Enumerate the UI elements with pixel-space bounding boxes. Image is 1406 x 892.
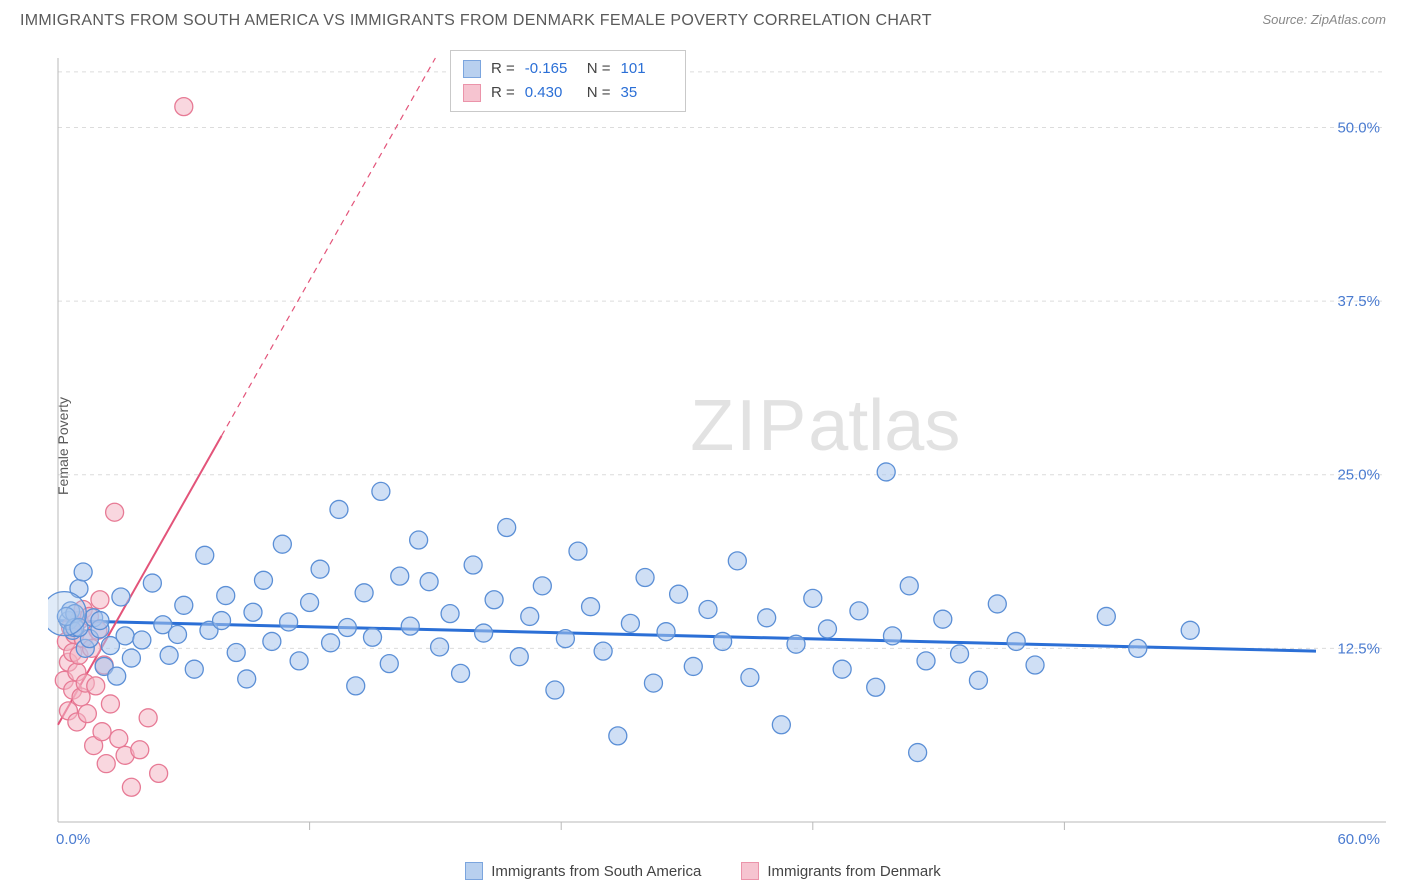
scatter-chart: 12.5% 25.0% 37.5% 50.0% 0.0% 60.0% ZIPatlas — [48, 48, 1386, 852]
svg-text:37.5%: 37.5% — [1337, 293, 1380, 310]
stats-row-series-a: R = -0.165 N = 101 — [463, 57, 673, 81]
stats-row-series-b: R = 0.430 N = 35 — [463, 81, 673, 105]
legend-swatch-a — [465, 862, 483, 880]
svg-text:ZIPatlas: ZIPatlas — [690, 386, 960, 466]
r-label: R = — [491, 81, 515, 105]
r-value-b: 0.430 — [525, 81, 577, 105]
r-value-a: -0.165 — [525, 57, 577, 81]
svg-text:25.0%: 25.0% — [1337, 467, 1380, 484]
legend-label-a: Immigrants from South America — [491, 863, 701, 880]
svg-text:12.5%: 12.5% — [1337, 640, 1380, 657]
swatch-series-b — [463, 84, 481, 102]
svg-text:50.0%: 50.0% — [1337, 119, 1380, 136]
chart-header: IMMIGRANTS FROM SOUTH AMERICA VS IMMIGRA… — [0, 0, 1406, 34]
n-value-b: 35 — [621, 81, 673, 105]
legend-item-b: Immigrants from Denmark — [741, 862, 940, 880]
n-value-a: 101 — [621, 57, 673, 81]
chart-area: 12.5% 25.0% 37.5% 50.0% 0.0% 60.0% ZIPatlas — [48, 48, 1386, 852]
chart-title: IMMIGRANTS FROM SOUTH AMERICA VS IMMIGRA… — [20, 12, 932, 30]
n-label: N = — [587, 81, 611, 105]
n-label: N = — [587, 57, 611, 81]
correlation-stats-box: R = -0.165 N = 101 R = 0.430 N = 35 — [450, 50, 686, 112]
legend-label-b: Immigrants from Denmark — [767, 863, 940, 880]
source-name: ZipAtlas.com — [1311, 12, 1386, 27]
swatch-series-a — [463, 60, 481, 78]
source-attribution: Source: ZipAtlas.com — [1262, 12, 1386, 27]
source-prefix: Source: — [1262, 12, 1310, 27]
svg-text:60.0%: 60.0% — [1337, 831, 1380, 848]
legend-swatch-b — [741, 862, 759, 880]
r-label: R = — [491, 57, 515, 81]
svg-text:0.0%: 0.0% — [56, 831, 90, 848]
legend-item-a: Immigrants from South America — [465, 862, 701, 880]
bottom-legend: Immigrants from South America Immigrants… — [0, 862, 1406, 880]
